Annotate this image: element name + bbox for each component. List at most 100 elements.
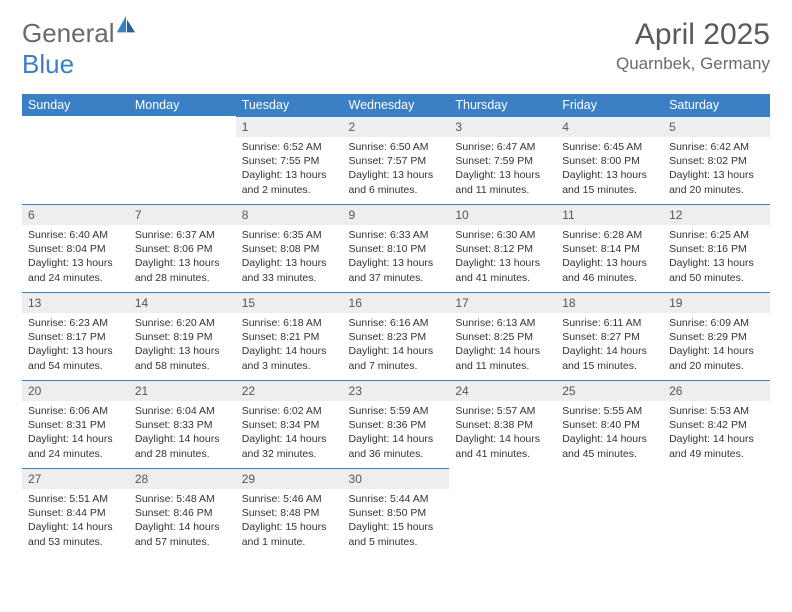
calendar-day-cell: 17Sunrise: 6:13 AMSunset: 8:25 PMDayligh… (449, 292, 556, 380)
day-number: 5 (663, 116, 770, 137)
calendar-day-cell: 29Sunrise: 5:46 AMSunset: 8:48 PMDayligh… (236, 468, 343, 556)
calendar-day-cell: 9Sunrise: 6:33 AMSunset: 8:10 PMDaylight… (343, 204, 450, 292)
day-details: Sunrise: 6:06 AMSunset: 8:31 PMDaylight:… (22, 401, 129, 467)
calendar-week-row: 1Sunrise: 6:52 AMSunset: 7:55 PMDaylight… (22, 116, 770, 204)
day-number: 12 (663, 204, 770, 225)
day-details: Sunrise: 6:52 AMSunset: 7:55 PMDaylight:… (236, 137, 343, 203)
page-title: April 2025 (616, 18, 770, 52)
day-details: Sunrise: 6:16 AMSunset: 8:23 PMDaylight:… (343, 313, 450, 379)
calendar-empty-cell (22, 116, 129, 204)
calendar-week-row: 27Sunrise: 5:51 AMSunset: 8:44 PMDayligh… (22, 468, 770, 556)
calendar-day-cell: 25Sunrise: 5:55 AMSunset: 8:40 PMDayligh… (556, 380, 663, 468)
calendar-week-row: 6Sunrise: 6:40 AMSunset: 8:04 PMDaylight… (22, 204, 770, 292)
calendar-week-row: 20Sunrise: 6:06 AMSunset: 8:31 PMDayligh… (22, 380, 770, 468)
calendar-day-cell: 30Sunrise: 5:44 AMSunset: 8:50 PMDayligh… (343, 468, 450, 556)
weekday-row: SundayMondayTuesdayWednesdayThursdayFrid… (22, 94, 770, 116)
calendar-empty-cell (663, 468, 770, 556)
day-number: 18 (556, 292, 663, 313)
day-number: 19 (663, 292, 770, 313)
day-details: Sunrise: 5:53 AMSunset: 8:42 PMDaylight:… (663, 401, 770, 467)
calendar-day-cell: 12Sunrise: 6:25 AMSunset: 8:16 PMDayligh… (663, 204, 770, 292)
day-number: 29 (236, 468, 343, 489)
day-details: Sunrise: 6:20 AMSunset: 8:19 PMDaylight:… (129, 313, 236, 379)
calendar-week-row: 13Sunrise: 6:23 AMSunset: 8:17 PMDayligh… (22, 292, 770, 380)
calendar-head: SundayMondayTuesdayWednesdayThursdayFrid… (22, 94, 770, 116)
day-details: Sunrise: 6:25 AMSunset: 8:16 PMDaylight:… (663, 225, 770, 291)
day-details: Sunrise: 6:37 AMSunset: 8:06 PMDaylight:… (129, 225, 236, 291)
calendar-empty-cell (449, 468, 556, 556)
day-number: 21 (129, 380, 236, 401)
calendar-table: SundayMondayTuesdayWednesdayThursdayFrid… (22, 94, 770, 556)
day-number: 20 (22, 380, 129, 401)
logo-word-2: Blue (22, 49, 74, 79)
calendar-day-cell: 8Sunrise: 6:35 AMSunset: 8:08 PMDaylight… (236, 204, 343, 292)
logo-text: General Blue (22, 18, 137, 80)
day-number: 10 (449, 204, 556, 225)
day-number: 17 (449, 292, 556, 313)
weekday-header: Tuesday (236, 94, 343, 116)
logo: General Blue (22, 18, 137, 80)
day-number: 14 (129, 292, 236, 313)
day-number: 2 (343, 116, 450, 137)
day-details: Sunrise: 6:04 AMSunset: 8:33 PMDaylight:… (129, 401, 236, 467)
calendar-empty-cell (556, 468, 663, 556)
title-block: April 2025 Quarnbek, Germany (616, 18, 770, 74)
day-number: 8 (236, 204, 343, 225)
day-details: Sunrise: 6:45 AMSunset: 8:00 PMDaylight:… (556, 137, 663, 203)
calendar-day-cell: 22Sunrise: 6:02 AMSunset: 8:34 PMDayligh… (236, 380, 343, 468)
day-number: 11 (556, 204, 663, 225)
weekday-header: Sunday (22, 94, 129, 116)
day-details: Sunrise: 6:47 AMSunset: 7:59 PMDaylight:… (449, 137, 556, 203)
day-number: 3 (449, 116, 556, 137)
weekday-header: Thursday (449, 94, 556, 116)
day-details: Sunrise: 6:33 AMSunset: 8:10 PMDaylight:… (343, 225, 450, 291)
location-label: Quarnbek, Germany (616, 54, 770, 74)
day-number: 28 (129, 468, 236, 489)
day-number: 15 (236, 292, 343, 313)
calendar-day-cell: 10Sunrise: 6:30 AMSunset: 8:12 PMDayligh… (449, 204, 556, 292)
day-number: 23 (343, 380, 450, 401)
day-number: 16 (343, 292, 450, 313)
calendar-day-cell: 20Sunrise: 6:06 AMSunset: 8:31 PMDayligh… (22, 380, 129, 468)
day-details: Sunrise: 6:23 AMSunset: 8:17 PMDaylight:… (22, 313, 129, 379)
day-number: 4 (556, 116, 663, 137)
day-number: 25 (556, 380, 663, 401)
day-number: 30 (343, 468, 450, 489)
weekday-header: Friday (556, 94, 663, 116)
day-details: Sunrise: 6:18 AMSunset: 8:21 PMDaylight:… (236, 313, 343, 379)
day-details: Sunrise: 5:51 AMSunset: 8:44 PMDaylight:… (22, 489, 129, 555)
calendar-day-cell: 3Sunrise: 6:47 AMSunset: 7:59 PMDaylight… (449, 116, 556, 204)
day-details: Sunrise: 5:59 AMSunset: 8:36 PMDaylight:… (343, 401, 450, 467)
calendar-day-cell: 6Sunrise: 6:40 AMSunset: 8:04 PMDaylight… (22, 204, 129, 292)
day-details: Sunrise: 5:57 AMSunset: 8:38 PMDaylight:… (449, 401, 556, 467)
calendar-day-cell: 16Sunrise: 6:16 AMSunset: 8:23 PMDayligh… (343, 292, 450, 380)
weekday-header: Wednesday (343, 94, 450, 116)
day-details: Sunrise: 5:46 AMSunset: 8:48 PMDaylight:… (236, 489, 343, 555)
day-details: Sunrise: 6:50 AMSunset: 7:57 PMDaylight:… (343, 137, 450, 203)
calendar-day-cell: 13Sunrise: 6:23 AMSunset: 8:17 PMDayligh… (22, 292, 129, 380)
day-details: Sunrise: 6:30 AMSunset: 8:12 PMDaylight:… (449, 225, 556, 291)
calendar-day-cell: 2Sunrise: 6:50 AMSunset: 7:57 PMDaylight… (343, 116, 450, 204)
calendar-empty-cell (129, 116, 236, 204)
day-number: 6 (22, 204, 129, 225)
calendar-day-cell: 5Sunrise: 6:42 AMSunset: 8:02 PMDaylight… (663, 116, 770, 204)
calendar-day-cell: 27Sunrise: 5:51 AMSunset: 8:44 PMDayligh… (22, 468, 129, 556)
day-number: 13 (22, 292, 129, 313)
day-number: 7 (129, 204, 236, 225)
calendar-day-cell: 19Sunrise: 6:09 AMSunset: 8:29 PMDayligh… (663, 292, 770, 380)
day-details: Sunrise: 6:02 AMSunset: 8:34 PMDaylight:… (236, 401, 343, 467)
calendar-day-cell: 18Sunrise: 6:11 AMSunset: 8:27 PMDayligh… (556, 292, 663, 380)
day-details: Sunrise: 5:48 AMSunset: 8:46 PMDaylight:… (129, 489, 236, 555)
day-details: Sunrise: 6:13 AMSunset: 8:25 PMDaylight:… (449, 313, 556, 379)
day-number: 27 (22, 468, 129, 489)
calendar-day-cell: 4Sunrise: 6:45 AMSunset: 8:00 PMDaylight… (556, 116, 663, 204)
calendar-day-cell: 14Sunrise: 6:20 AMSunset: 8:19 PMDayligh… (129, 292, 236, 380)
day-details: Sunrise: 6:11 AMSunset: 8:27 PMDaylight:… (556, 313, 663, 379)
day-details: Sunrise: 6:28 AMSunset: 8:14 PMDaylight:… (556, 225, 663, 291)
calendar-day-cell: 23Sunrise: 5:59 AMSunset: 8:36 PMDayligh… (343, 380, 450, 468)
logo-word-1: General (22, 18, 115, 48)
calendar-day-cell: 11Sunrise: 6:28 AMSunset: 8:14 PMDayligh… (556, 204, 663, 292)
calendar-day-cell: 7Sunrise: 6:37 AMSunset: 8:06 PMDaylight… (129, 204, 236, 292)
day-number: 1 (236, 116, 343, 137)
calendar-day-cell: 28Sunrise: 5:48 AMSunset: 8:46 PMDayligh… (129, 468, 236, 556)
